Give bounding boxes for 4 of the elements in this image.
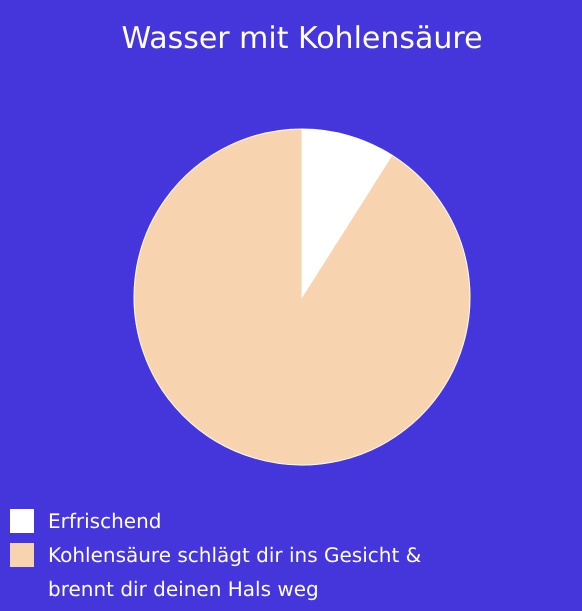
chart-title: Wasser mit Kohlensäure	[121, 21, 483, 56]
legend-label: Kohlensäure schlägt dir ins Gesicht & brennt dir deinen Hals weg	[48, 543, 422, 601]
pie-slice	[134, 128, 470, 466]
legend-label: Erfrischend	[48, 509, 162, 533]
